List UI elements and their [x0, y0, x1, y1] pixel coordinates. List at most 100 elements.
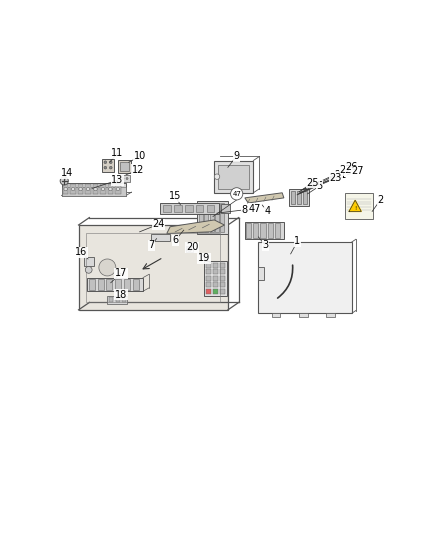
Circle shape: [230, 188, 243, 200]
Circle shape: [99, 259, 116, 276]
Circle shape: [86, 188, 90, 191]
FancyBboxPatch shape: [297, 191, 301, 204]
Text: 8: 8: [242, 205, 248, 215]
FancyBboxPatch shape: [303, 191, 307, 204]
Circle shape: [109, 188, 112, 191]
FancyBboxPatch shape: [345, 193, 373, 219]
Text: 6: 6: [172, 235, 178, 245]
Text: 7: 7: [148, 240, 155, 251]
FancyBboxPatch shape: [117, 175, 130, 182]
FancyBboxPatch shape: [289, 189, 309, 206]
FancyBboxPatch shape: [100, 184, 106, 194]
FancyBboxPatch shape: [275, 223, 280, 238]
Text: 12: 12: [132, 165, 144, 175]
Circle shape: [214, 174, 220, 180]
FancyBboxPatch shape: [206, 263, 211, 268]
Circle shape: [116, 188, 120, 191]
Text: 11: 11: [111, 148, 124, 158]
FancyBboxPatch shape: [220, 282, 225, 287]
FancyBboxPatch shape: [122, 297, 126, 302]
FancyBboxPatch shape: [84, 257, 94, 266]
FancyBboxPatch shape: [87, 278, 143, 291]
Text: !: !: [354, 206, 356, 211]
Circle shape: [110, 161, 112, 164]
FancyBboxPatch shape: [152, 233, 170, 241]
Polygon shape: [167, 220, 224, 233]
Circle shape: [118, 177, 120, 180]
FancyBboxPatch shape: [258, 268, 264, 280]
FancyBboxPatch shape: [246, 223, 251, 238]
FancyBboxPatch shape: [120, 162, 129, 171]
FancyBboxPatch shape: [272, 313, 280, 317]
Text: 3: 3: [262, 240, 268, 251]
FancyBboxPatch shape: [78, 225, 228, 310]
FancyBboxPatch shape: [214, 160, 253, 193]
FancyBboxPatch shape: [268, 223, 273, 238]
FancyBboxPatch shape: [219, 165, 249, 189]
FancyBboxPatch shape: [117, 160, 131, 173]
FancyBboxPatch shape: [209, 203, 214, 232]
FancyBboxPatch shape: [196, 205, 203, 213]
FancyBboxPatch shape: [185, 205, 193, 213]
Text: 22: 22: [340, 165, 352, 175]
Circle shape: [126, 177, 128, 180]
Circle shape: [104, 161, 107, 164]
Text: 24: 24: [152, 220, 165, 229]
FancyBboxPatch shape: [221, 204, 230, 214]
Text: 26: 26: [346, 161, 358, 172]
FancyBboxPatch shape: [220, 269, 225, 274]
FancyBboxPatch shape: [106, 279, 113, 290]
Text: 23: 23: [330, 173, 342, 183]
FancyBboxPatch shape: [108, 184, 113, 194]
FancyBboxPatch shape: [213, 282, 218, 287]
FancyBboxPatch shape: [245, 222, 284, 239]
Text: 1: 1: [294, 236, 300, 246]
Text: 10: 10: [134, 151, 146, 161]
FancyBboxPatch shape: [71, 184, 76, 194]
FancyBboxPatch shape: [61, 183, 126, 196]
Circle shape: [94, 188, 97, 191]
FancyBboxPatch shape: [107, 296, 127, 304]
FancyBboxPatch shape: [261, 223, 265, 238]
Circle shape: [85, 266, 92, 273]
FancyBboxPatch shape: [102, 159, 114, 172]
FancyBboxPatch shape: [220, 203, 224, 232]
FancyBboxPatch shape: [133, 279, 139, 290]
FancyBboxPatch shape: [115, 279, 121, 290]
FancyBboxPatch shape: [187, 246, 193, 252]
FancyBboxPatch shape: [88, 279, 95, 290]
Polygon shape: [349, 200, 361, 212]
FancyBboxPatch shape: [85, 184, 91, 194]
Circle shape: [79, 188, 82, 191]
FancyBboxPatch shape: [204, 203, 208, 232]
FancyBboxPatch shape: [160, 203, 219, 214]
FancyBboxPatch shape: [61, 187, 126, 196]
Text: 17: 17: [115, 268, 127, 278]
Circle shape: [101, 188, 105, 191]
Text: 25: 25: [307, 177, 319, 188]
FancyBboxPatch shape: [98, 279, 104, 290]
FancyBboxPatch shape: [63, 184, 68, 194]
FancyBboxPatch shape: [78, 184, 83, 194]
FancyBboxPatch shape: [213, 276, 218, 281]
Circle shape: [122, 177, 124, 180]
FancyBboxPatch shape: [213, 269, 218, 274]
Text: 27: 27: [351, 166, 364, 176]
FancyBboxPatch shape: [207, 205, 214, 213]
Circle shape: [60, 177, 68, 185]
FancyBboxPatch shape: [206, 276, 211, 281]
Text: 13: 13: [111, 175, 124, 185]
FancyBboxPatch shape: [206, 282, 211, 287]
Text: 9: 9: [233, 151, 240, 161]
Text: 21: 21: [334, 170, 347, 180]
FancyBboxPatch shape: [124, 279, 130, 290]
FancyBboxPatch shape: [115, 184, 120, 194]
Text: 16: 16: [75, 247, 87, 257]
FancyBboxPatch shape: [299, 313, 307, 317]
Text: 18: 18: [115, 289, 127, 300]
FancyBboxPatch shape: [174, 205, 182, 213]
Text: 47: 47: [249, 204, 261, 214]
FancyBboxPatch shape: [220, 263, 225, 268]
FancyBboxPatch shape: [199, 203, 203, 232]
Circle shape: [187, 247, 192, 252]
